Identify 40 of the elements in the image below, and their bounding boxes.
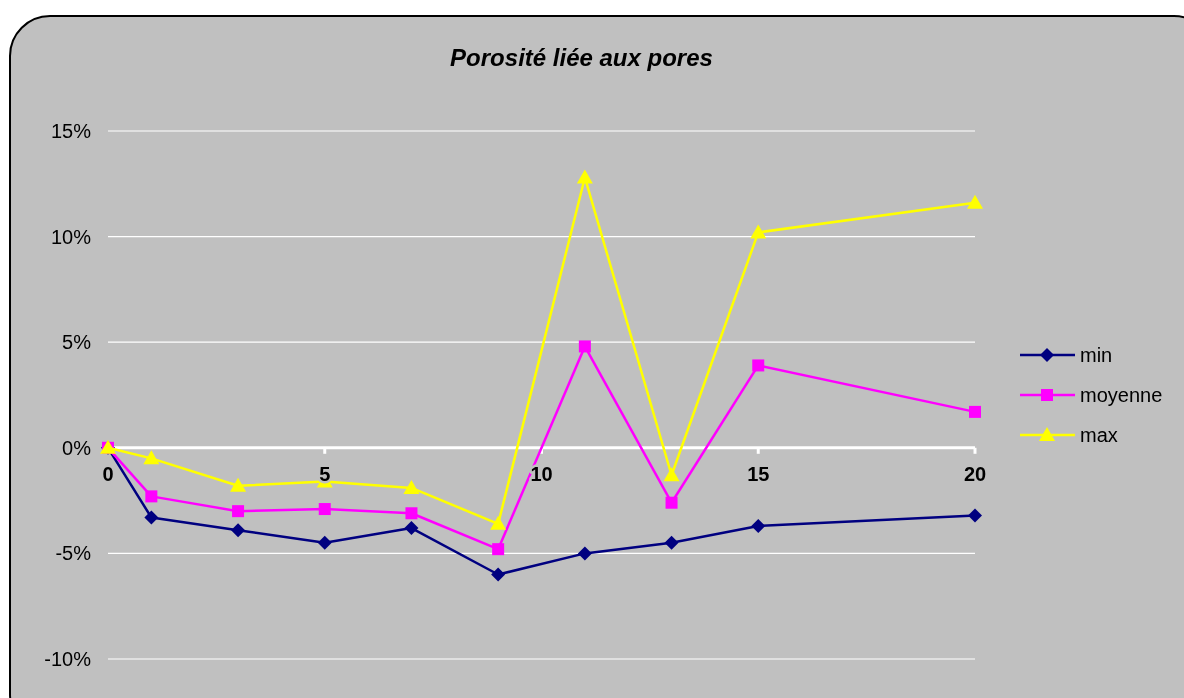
- point: [143, 450, 160, 465]
- point: [576, 169, 593, 184]
- point: [318, 503, 331, 516]
- y-tick-label: -5%: [55, 542, 92, 565]
- point: [578, 340, 591, 353]
- x-tick-label: 20: [963, 462, 987, 485]
- chart-title: Porosité liée aux pores: [450, 44, 713, 71]
- point: [967, 194, 983, 209]
- y-tick-label: -10%: [44, 648, 92, 670]
- point: [403, 479, 420, 494]
- point: [752, 359, 765, 372]
- point: [665, 496, 678, 509]
- point: [664, 535, 679, 550]
- point: [969, 405, 981, 418]
- point: [404, 521, 419, 536]
- legend-label: max: [1080, 424, 1118, 446]
- point: [145, 490, 158, 503]
- point: [490, 515, 507, 530]
- point: [491, 567, 506, 582]
- x-tick-label: 0: [102, 462, 114, 485]
- x-tick-label: 10: [530, 462, 553, 485]
- point: [230, 477, 247, 492]
- x-tick-label: 15: [747, 462, 770, 485]
- point: [144, 510, 159, 525]
- point: [750, 224, 767, 239]
- point: [317, 535, 332, 550]
- y-tick-label: 0%: [62, 436, 92, 459]
- point: [232, 505, 245, 518]
- y-tick-label: 10%: [50, 225, 92, 248]
- legend-label: moyenne: [1080, 384, 1163, 406]
- point: [663, 467, 680, 482]
- y-tick-label: 5%: [62, 331, 92, 354]
- point: [968, 508, 982, 523]
- point: [405, 507, 418, 520]
- y-tick-label: 15%: [50, 120, 92, 142]
- point: [231, 523, 246, 538]
- point: [751, 518, 766, 533]
- legend-label: min: [1080, 344, 1113, 366]
- point: [492, 543, 505, 556]
- point: [577, 546, 592, 561]
